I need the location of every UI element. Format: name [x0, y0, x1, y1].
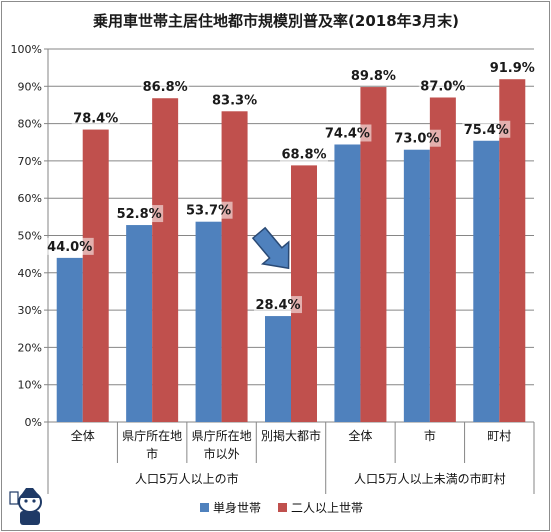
mascot-body — [20, 511, 40, 525]
data-label-bg — [392, 129, 441, 147]
legend-label: 単身世帯 — [213, 500, 261, 515]
mascot-eye — [32, 499, 36, 503]
bar — [473, 140, 500, 422]
bar — [56, 257, 83, 422]
mascot-paper — [9, 491, 19, 505]
bar — [82, 129, 109, 422]
data-label: 87.0% — [420, 79, 465, 94]
data-label-bg — [210, 91, 259, 109]
x-tick-label: 市 — [424, 428, 436, 443]
bar — [334, 144, 361, 422]
y-tick-label: 60% — [18, 192, 42, 205]
y-tick-label: 80% — [18, 118, 42, 131]
arrow-shape — [251, 226, 290, 270]
legend-swatch — [200, 503, 209, 512]
x-tick-label: 全体 — [71, 428, 95, 443]
data-label-bg — [349, 67, 398, 85]
annotations — [251, 226, 290, 270]
data-label-bg — [488, 59, 537, 77]
data-label-bg — [71, 109, 120, 127]
data-label-bg — [462, 120, 511, 138]
y-tick-label: 0% — [25, 416, 42, 429]
data-label: 74.4% — [325, 126, 370, 141]
legend-swatch — [278, 503, 287, 512]
data-label-bg — [184, 201, 233, 219]
y-tick-label: 40% — [18, 267, 42, 280]
mascot-icon — [9, 488, 42, 525]
x-tick-label: 全体 — [348, 428, 372, 443]
x-tick-label: 市以外 — [204, 446, 240, 461]
x-axis: 全体 県庁所在地市県庁所在地市以外別掲大都市 全体市町村人口5万人以上の市 人口5万人… — [47, 422, 535, 494]
data-label: 86.8% — [143, 80, 188, 95]
data-label-bg — [45, 237, 94, 255]
y-tick-label: 20% — [18, 341, 42, 354]
mascot-hat — [19, 488, 41, 498]
x-tick-label: 市 — [146, 446, 158, 461]
data-label: 91.9% — [490, 61, 535, 76]
bar — [429, 97, 456, 423]
x-tick-label: 町村 — [487, 429, 511, 443]
data-label-bg — [323, 124, 372, 142]
bar — [195, 221, 222, 422]
data-label-bg — [418, 77, 467, 95]
bar — [265, 316, 291, 422]
annotation-arrow — [251, 226, 290, 270]
bar — [126, 225, 153, 422]
legend: 単身世帯 二人以上世帯 — [200, 500, 363, 515]
bar — [403, 149, 430, 422]
bar — [360, 87, 387, 423]
x-tick-label: 県庁所在地 — [122, 429, 182, 443]
bar — [291, 165, 317, 422]
data-label: 68.8% — [281, 147, 326, 162]
y-tick-label: 50% — [18, 230, 42, 243]
data-label: 53.7% — [186, 204, 231, 219]
data-label: 83.3% — [212, 93, 257, 108]
data-label: 28.4% — [255, 298, 300, 313]
group-label: 人口5万人以上未満の市町村 — [354, 471, 506, 486]
x-tick-label: 別掲大都市 — [261, 428, 321, 443]
data-label-bg — [141, 78, 190, 96]
data-label: 73.0% — [394, 132, 439, 147]
data-label: 44.0% — [47, 240, 92, 255]
data-label: 52.8% — [117, 207, 162, 222]
y-tick-label: 90% — [18, 80, 42, 93]
data-label: 89.8% — [351, 69, 396, 84]
mascot-eye — [24, 499, 28, 503]
data-labels: 44.0% 52.8% 53.7% 28.4% 74.4% 73.0% 75.4% 78.4%… — [45, 59, 537, 314]
data-label-bg — [115, 205, 164, 223]
legend-label: 二人以上世帯 — [291, 501, 363, 515]
data-label: 78.4% — [73, 112, 118, 127]
y-tick-label: 10% — [18, 379, 42, 392]
y-tick-label: 70% — [18, 155, 42, 168]
data-label-bg — [254, 296, 302, 314]
group-label: 人口5万人以上の市 — [135, 471, 239, 486]
chart-title: 乗用車世帯主居住地都市規模別普及率(2018年3月末) — [93, 12, 459, 30]
bar — [221, 111, 248, 422]
data-label: 75.4% — [464, 123, 509, 138]
y-tick-label: 30% — [18, 304, 42, 317]
bars — [56, 79, 526, 423]
data-label-bg — [280, 145, 328, 163]
bar — [152, 98, 179, 423]
y-tick-label: 100% — [11, 43, 42, 56]
x-tick-label: 県庁所在地 — [192, 429, 252, 443]
